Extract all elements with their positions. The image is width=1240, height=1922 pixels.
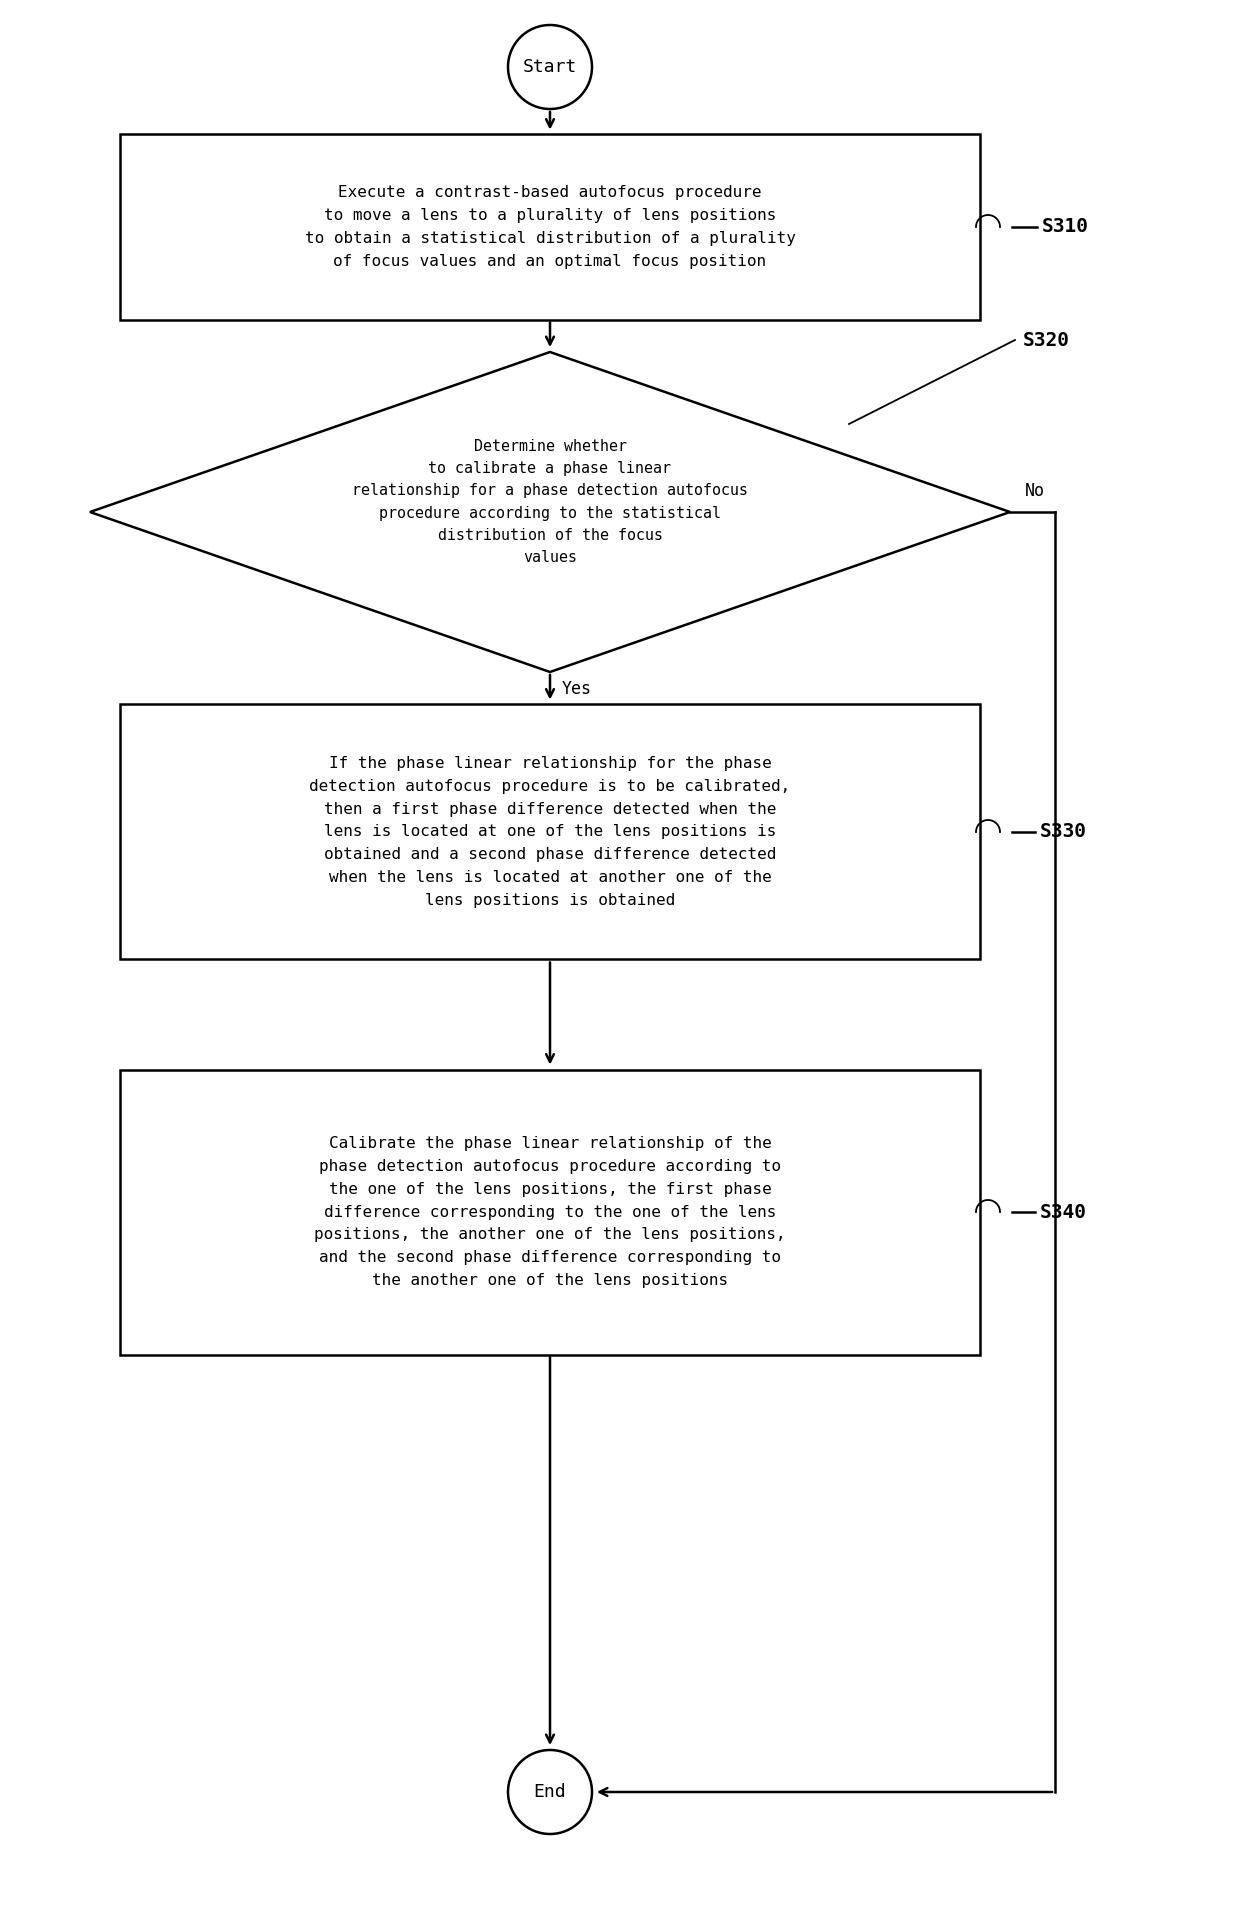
Text: No: No (1025, 482, 1045, 500)
Text: Calibrate the phase linear relationship of the
phase detection autofocus procedu: Calibrate the phase linear relationship … (314, 1136, 786, 1288)
Polygon shape (91, 352, 1011, 673)
Text: If the phase linear relationship for the phase
detection autofocus procedure is : If the phase linear relationship for the… (309, 755, 791, 907)
Circle shape (508, 25, 591, 110)
Text: Determine whether
to calibrate a phase linear
relationship for a phase detection: Determine whether to calibrate a phase l… (352, 438, 748, 565)
Text: S340: S340 (1040, 1203, 1087, 1222)
Text: S320: S320 (1023, 331, 1070, 350)
Bar (120, 135, 980, 319)
Text: End: End (533, 1784, 567, 1801)
Text: Execute a contrast-based autofocus procedure
to move a lens to a plurality of le: Execute a contrast-based autofocus proce… (305, 185, 795, 269)
Bar (120, 1069, 980, 1355)
Bar (120, 705, 980, 959)
Circle shape (508, 1751, 591, 1834)
Text: Yes: Yes (562, 680, 591, 698)
Text: Start: Start (523, 58, 577, 77)
Text: S310: S310 (1042, 217, 1089, 236)
Text: S330: S330 (1040, 823, 1087, 842)
